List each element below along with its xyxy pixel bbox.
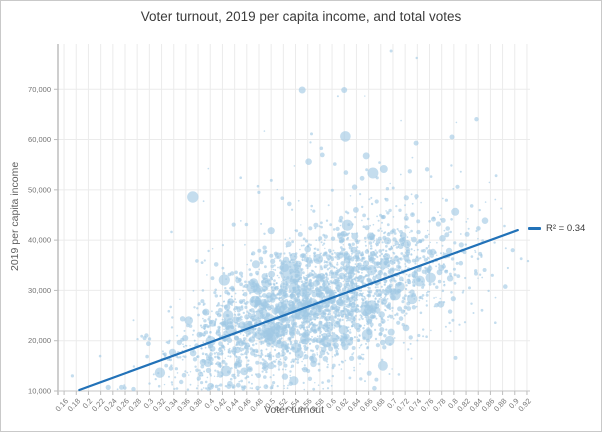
y-axis-title: 2019 per capita income xyxy=(9,161,21,271)
y-tick-labels: 10,000 20,000 30,000 40,000 50,000 60,000 70,0… xyxy=(28,85,51,396)
legend-label: R² = 0.34 xyxy=(546,223,586,234)
svg-text:20,000: 20,000 xyxy=(28,336,51,345)
legend[interactable]: R² = 0.34 xyxy=(528,223,585,234)
chart-title: Voter turnout, 2019 per capita income, a… xyxy=(140,9,462,24)
svg-text:30,000: 30,000 xyxy=(28,286,51,295)
svg-text:60,000: 60,000 xyxy=(28,135,51,144)
x-axis-title: Voter turnout xyxy=(263,404,325,416)
svg-text:50,000: 50,000 xyxy=(28,185,51,194)
gridlines xyxy=(58,44,530,392)
svg-text:70,000: 70,000 xyxy=(28,85,51,94)
data-points[interactable] xyxy=(70,49,530,392)
axes xyxy=(54,44,530,395)
svg-text:10,000: 10,000 xyxy=(28,387,51,396)
trend-line[interactable] xyxy=(78,228,519,392)
trend-line-swatch xyxy=(528,227,541,230)
svg-text:40,000: 40,000 xyxy=(28,236,51,245)
